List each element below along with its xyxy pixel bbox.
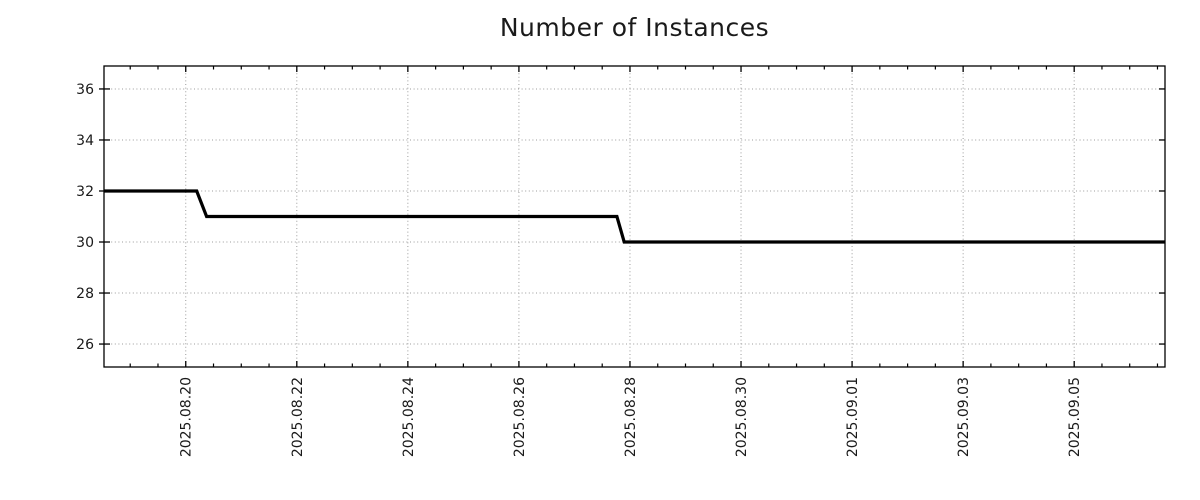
y-tick-label: 34 [76,133,94,149]
x-tick-label: 2025.09.03 [956,377,972,457]
y-tick-label: 32 [76,184,94,200]
y-tick-label: 30 [76,235,94,251]
series-line-instances [104,189,1165,244]
x-tick-label: 2025.09.01 [845,377,861,457]
x-tick-label: 2025.08.30 [734,377,750,457]
y-tick-label: 36 [76,82,94,98]
x-tick-label: 2025.08.26 [512,377,528,457]
y-tick-label: 28 [76,286,94,302]
x-tick-label: 2025.08.24 [401,377,417,457]
chart-title: Number of Instances [499,13,770,42]
plot-border [103,65,1166,368]
y-tick-label: 26 [76,337,94,353]
x-tick-label: 2025.08.28 [623,377,639,457]
x-tick-label: 2025.09.05 [1067,377,1083,457]
x-tick-label: 2025.08.22 [290,377,306,457]
x-tick-label: 2025.08.20 [179,377,195,457]
